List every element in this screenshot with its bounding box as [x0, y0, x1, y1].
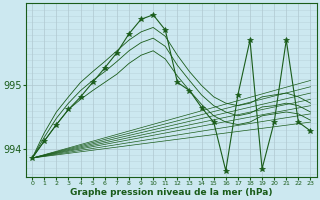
X-axis label: Graphe pression niveau de la mer (hPa): Graphe pression niveau de la mer (hPa)	[70, 188, 273, 197]
